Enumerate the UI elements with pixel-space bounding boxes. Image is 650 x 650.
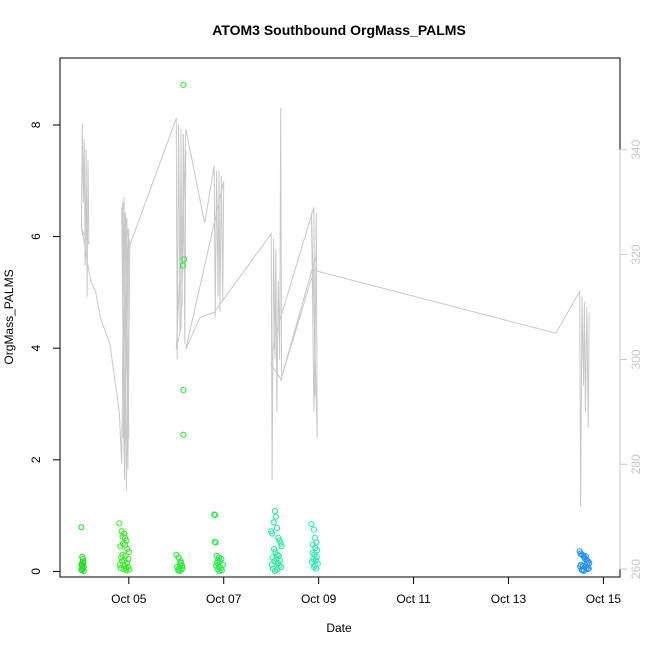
data-point <box>78 560 85 567</box>
data-point <box>125 548 132 556</box>
data-point <box>180 256 187 263</box>
data-point <box>214 566 221 573</box>
y-axis: 0 2 4 6 8 <box>29 121 60 575</box>
data-point <box>125 556 132 563</box>
y-tick-label: 8 <box>29 121 43 128</box>
point-series <box>308 520 321 572</box>
data-point <box>271 508 279 515</box>
y2-tick-label: 320 <box>629 244 643 264</box>
data-point <box>310 526 317 533</box>
data-point <box>585 565 592 572</box>
y-tick-label: 0 <box>29 568 43 575</box>
x-tick-label: Oct 11 <box>396 592 431 606</box>
data-point <box>216 567 223 575</box>
data-point <box>123 567 130 574</box>
x-tick-label: Oct 13 <box>491 592 527 606</box>
data-point <box>273 524 280 532</box>
data-point <box>121 530 128 537</box>
point-series <box>268 508 285 575</box>
plot-frame <box>59 57 621 578</box>
y-tick-label: 6 <box>29 233 43 240</box>
data-point <box>116 520 123 527</box>
data-point <box>121 541 129 548</box>
data-point <box>180 431 187 438</box>
y2-axis: 260 280 300 320 340 <box>619 139 643 579</box>
y2-tick-label: 300 <box>629 349 643 369</box>
data-point <box>212 512 219 519</box>
chart-title: ATOM3 Southbound OrgMass_PALMS <box>212 22 466 38</box>
data-point <box>271 567 279 575</box>
x-axis: Oct 05 Oct 07 Oct 09 Oct 11 Oct 13 Oct 15 <box>111 576 622 606</box>
data-point <box>79 565 86 572</box>
plot-area <box>59 57 621 578</box>
y2-tick-label: 280 <box>629 454 643 474</box>
data-point <box>314 547 321 554</box>
x-tick-label: Oct 07 <box>206 592 242 606</box>
data-point <box>308 520 315 528</box>
data-point <box>274 551 281 558</box>
data-point <box>268 561 275 568</box>
x-tick-label: Oct 05 <box>111 592 147 606</box>
data-point <box>179 262 186 269</box>
data-point <box>269 530 276 537</box>
point-series <box>116 520 133 574</box>
data-point <box>278 563 285 571</box>
data-point <box>177 558 184 565</box>
x-tick-label: Oct 15 <box>586 592 622 606</box>
data-point <box>78 524 85 531</box>
y-tick-label: 4 <box>29 345 43 352</box>
data-point <box>278 543 285 550</box>
data-point <box>277 540 284 547</box>
data-point <box>180 386 187 394</box>
y-tick-label: 2 <box>29 456 43 463</box>
data-point <box>176 567 183 575</box>
y2-tick-label: 260 <box>629 559 643 579</box>
data-point <box>212 539 219 546</box>
data-point <box>313 565 320 572</box>
data-point <box>79 556 86 563</box>
data-point <box>578 566 585 573</box>
data-point <box>270 519 277 526</box>
x-tick-label: Oct 09 <box>301 592 337 606</box>
data-point <box>120 566 127 573</box>
data-point <box>119 533 126 540</box>
point-series <box>576 548 593 575</box>
data-point <box>180 81 187 88</box>
x-axis-label: Date <box>326 621 352 635</box>
data-point <box>213 562 220 569</box>
y-axis-label: OrgMass_PALMS <box>2 269 16 364</box>
data-point <box>272 513 279 520</box>
data-point <box>276 537 283 544</box>
data-point <box>126 566 133 573</box>
data-point <box>582 553 589 560</box>
point-series <box>173 81 187 575</box>
point-series <box>211 511 226 575</box>
data-point <box>577 563 584 570</box>
data-point <box>309 549 316 557</box>
y2-tick-label: 340 <box>629 139 643 159</box>
y2-line-series <box>80 107 590 507</box>
point-series <box>78 524 87 575</box>
